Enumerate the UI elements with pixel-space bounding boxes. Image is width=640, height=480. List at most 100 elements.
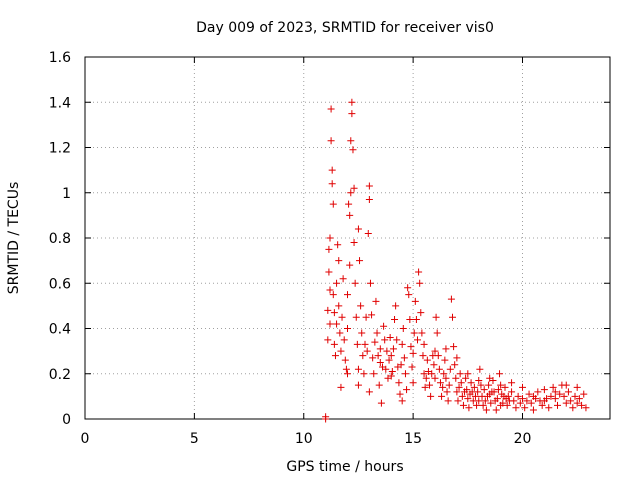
data-point <box>335 257 343 265</box>
y-tick-label: 1.4 <box>49 95 71 111</box>
x-tick-label: 20 <box>514 431 532 447</box>
data-point <box>325 245 333 253</box>
data-point <box>573 399 581 407</box>
data-point <box>391 315 399 323</box>
data-point <box>453 354 461 362</box>
data-point <box>339 275 347 283</box>
data-point <box>428 370 436 378</box>
data-point <box>340 336 348 344</box>
data-point <box>398 397 406 405</box>
data-point <box>438 392 446 400</box>
data-point <box>381 336 389 344</box>
data-point <box>410 329 418 337</box>
data-point <box>463 386 471 394</box>
data-point <box>376 358 384 366</box>
data-point <box>443 388 451 396</box>
data-point <box>457 379 465 387</box>
data-point <box>358 329 366 337</box>
data-point <box>422 374 430 382</box>
data-point <box>496 370 504 378</box>
data-point <box>454 397 462 405</box>
data-point <box>386 334 394 342</box>
data-point <box>360 370 368 378</box>
data-point <box>412 315 420 323</box>
data-point <box>571 392 579 400</box>
data-point <box>442 345 450 353</box>
data-point <box>560 392 568 400</box>
data-point <box>465 404 473 412</box>
y-tick-label: 0.4 <box>49 322 71 338</box>
data-point <box>470 383 478 391</box>
data-point <box>356 257 364 265</box>
data-point <box>348 110 356 118</box>
data-point <box>354 225 362 233</box>
data-point <box>361 340 369 348</box>
y-tick-label: 0 <box>62 412 71 428</box>
data-point <box>562 381 570 389</box>
data-point <box>497 381 505 389</box>
data-point <box>494 386 502 394</box>
data-point <box>450 343 458 351</box>
data-point <box>344 325 351 332</box>
data-point <box>447 295 455 303</box>
data-point <box>487 399 495 407</box>
data-point <box>338 313 346 321</box>
data-point <box>336 329 344 337</box>
data-point <box>344 370 351 378</box>
data-point <box>441 356 449 364</box>
data-point <box>582 404 590 412</box>
data-point <box>503 401 511 409</box>
y-tick-label: 1 <box>62 186 71 202</box>
data-point <box>569 404 577 412</box>
data-point <box>347 189 355 197</box>
data-point <box>371 338 379 346</box>
x-axis-label: GPS time / hours <box>286 459 403 475</box>
data-point <box>420 370 428 378</box>
data-point <box>453 388 461 396</box>
data-point <box>417 309 425 317</box>
data-point <box>519 383 526 391</box>
data-point <box>324 306 332 314</box>
data-point <box>446 365 454 373</box>
x-tick-label: 15 <box>404 431 422 447</box>
data-point <box>331 352 339 360</box>
data-point <box>337 347 345 355</box>
data-point <box>456 370 464 378</box>
data-point <box>342 365 350 373</box>
data-point <box>529 406 537 414</box>
data-point <box>431 374 439 382</box>
data-point <box>464 395 472 403</box>
data-point <box>401 370 409 378</box>
data-point <box>540 386 548 394</box>
y-axis-label: SRMTID / TECUs <box>6 182 22 295</box>
data-point <box>432 313 440 321</box>
data-point <box>551 395 559 403</box>
data-point <box>420 340 428 348</box>
data-point <box>508 388 516 396</box>
chart-title: Day 009 of 2023, SRMTID for receiver vis… <box>196 20 494 36</box>
data-point <box>407 343 415 351</box>
data-point <box>369 354 377 362</box>
data-point <box>389 345 397 353</box>
data-point <box>337 383 345 391</box>
y-tick-label: 1.2 <box>49 141 71 157</box>
data-point <box>392 302 400 310</box>
data-point <box>380 322 388 330</box>
data-point <box>383 347 391 355</box>
data-point <box>376 345 384 353</box>
data-point <box>442 374 450 382</box>
data-point <box>387 352 395 360</box>
data-point <box>444 397 452 405</box>
data-point <box>382 365 390 373</box>
data-point <box>329 200 337 208</box>
tick-labels: 0 0.2 0.4 0.6 0.8 1 1.2 1.4 1.6 0 5 10 15 20 <box>49 50 532 447</box>
x-tick-label: 10 <box>295 431 313 447</box>
data-point <box>334 241 342 249</box>
data-point <box>406 315 414 323</box>
data-point <box>351 279 359 287</box>
data-point <box>327 105 335 113</box>
data-point <box>374 352 382 360</box>
data-point <box>476 365 484 373</box>
data-point <box>512 404 520 412</box>
